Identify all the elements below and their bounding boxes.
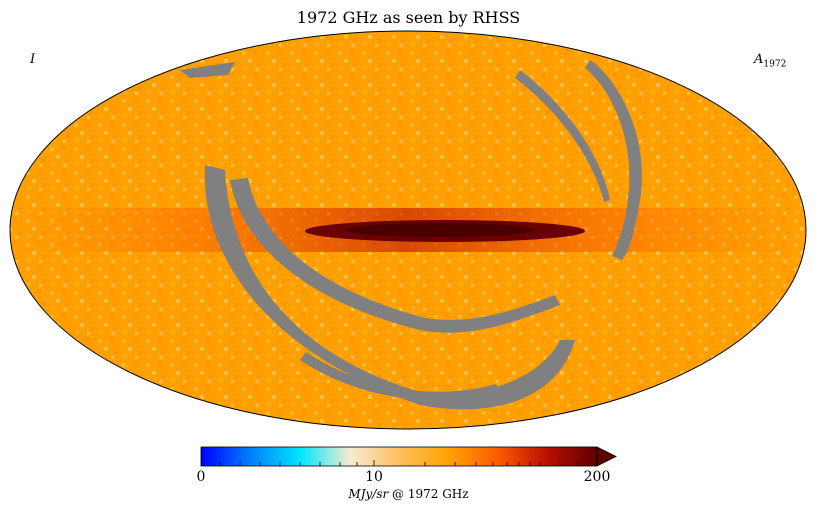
masked-arc-bottom bbox=[300, 352, 500, 401]
masked-arc-right-thin bbox=[515, 70, 610, 202]
component-label-base: A bbox=[754, 52, 764, 67]
component-label-sub: 1972 bbox=[763, 59, 787, 70]
map-border bbox=[9, 30, 807, 430]
colorbar-minor-ticks bbox=[219, 460, 579, 466]
colorbar-tick-max: 200 bbox=[583, 469, 611, 485]
colorbar-frame bbox=[200, 446, 598, 467]
masked-arc-right bbox=[585, 60, 642, 260]
masked-patch-top-left bbox=[180, 62, 235, 78]
colorbar bbox=[200, 446, 617, 467]
colorbar-unit: MJy/sr @ 1972 GHz bbox=[0, 487, 817, 501]
colorbar-unit-name: MJy/sr bbox=[348, 487, 389, 501]
masked-region bbox=[180, 60, 642, 410]
galactic-plane-core bbox=[345, 223, 535, 237]
colorbar-extension-arrow bbox=[596, 446, 617, 467]
map-title: 1972 GHz as seen by RHSS bbox=[296, 8, 521, 27]
colorbar-tick-min: 0 bbox=[196, 469, 206, 485]
component-label: A1972 bbox=[754, 52, 786, 70]
colorbar-gradient bbox=[201, 447, 597, 466]
masked-arc-large bbox=[204, 165, 575, 410]
colorbar-tick-mid: 10 bbox=[365, 469, 383, 485]
stokes-label: I bbox=[30, 52, 36, 67]
colorbar-unit-frequency: @ 1972 GHz bbox=[388, 487, 469, 501]
